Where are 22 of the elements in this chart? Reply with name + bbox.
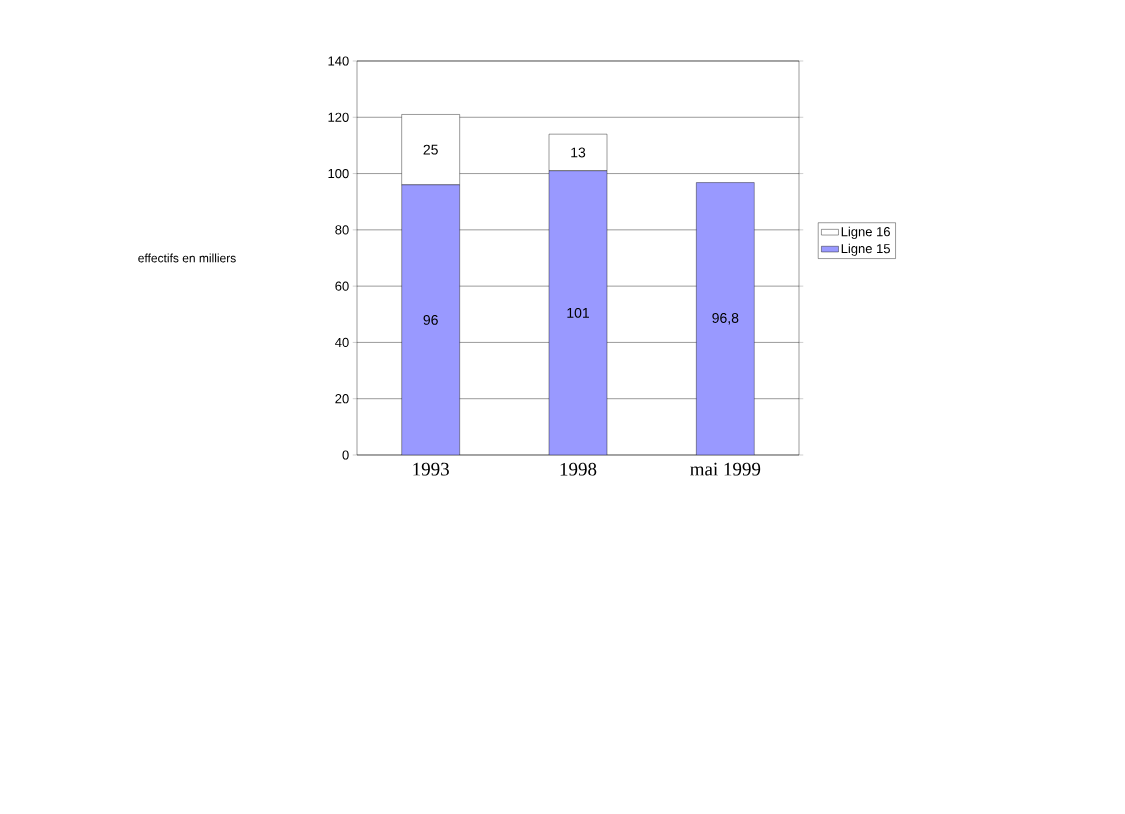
bar xyxy=(548,170,608,455)
y-tick-label: 100 xyxy=(328,168,349,179)
x-tick-label: mai 1999 xyxy=(690,462,761,476)
bar xyxy=(401,184,460,455)
y-tick-label: 80 xyxy=(335,225,349,235)
y-tick-label: 60 xyxy=(335,281,349,291)
y-tick-label: 20 xyxy=(335,394,349,404)
legend-label: Ligne 15 xyxy=(841,243,890,256)
data-label: 96 xyxy=(423,314,438,325)
legend-label: Ligne 16 xyxy=(841,226,890,239)
text: effectifs en milliers xyxy=(138,253,236,263)
x-tick-label: 1998 xyxy=(560,462,597,476)
y-tick-label: 0 xyxy=(342,450,349,460)
x-tick-label: 1993 xyxy=(413,462,449,476)
bar xyxy=(696,182,755,455)
y-tick-label: 40 xyxy=(335,337,349,348)
data-label: 101 xyxy=(567,307,589,318)
data-label: 25 xyxy=(423,144,438,155)
data-label: 13 xyxy=(571,147,586,158)
data-label: 96,8 xyxy=(712,312,739,325)
y-tick-label: 120 xyxy=(328,112,349,122)
y-tick-label: 140 xyxy=(328,56,349,66)
